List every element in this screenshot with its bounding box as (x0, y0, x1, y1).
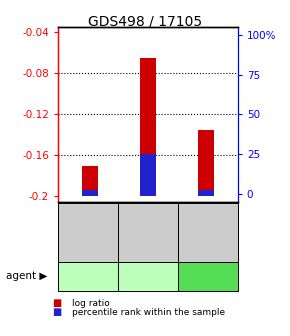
Bar (140, 154, 156, 197)
Text: IFNg: IFNg (75, 271, 101, 281)
Text: TNFa: TNFa (134, 271, 162, 281)
Text: percentile rank within the sample: percentile rank within the sample (72, 308, 226, 317)
Bar (82, 191, 98, 197)
Text: log ratio: log ratio (72, 299, 110, 307)
Text: GSM8749: GSM8749 (83, 209, 93, 256)
Text: ■: ■ (52, 307, 61, 318)
Bar (140, 58, 156, 197)
Text: ■: ■ (52, 298, 61, 308)
Text: GSM8754: GSM8754 (143, 209, 153, 256)
Text: IL4: IL4 (200, 271, 216, 281)
Bar (198, 191, 214, 197)
Bar (198, 130, 214, 197)
Text: agent ▶: agent ▶ (6, 271, 47, 281)
Text: GDS498 / 17105: GDS498 / 17105 (88, 14, 202, 28)
Bar (82, 166, 98, 197)
Text: GSM8759: GSM8759 (203, 209, 213, 256)
